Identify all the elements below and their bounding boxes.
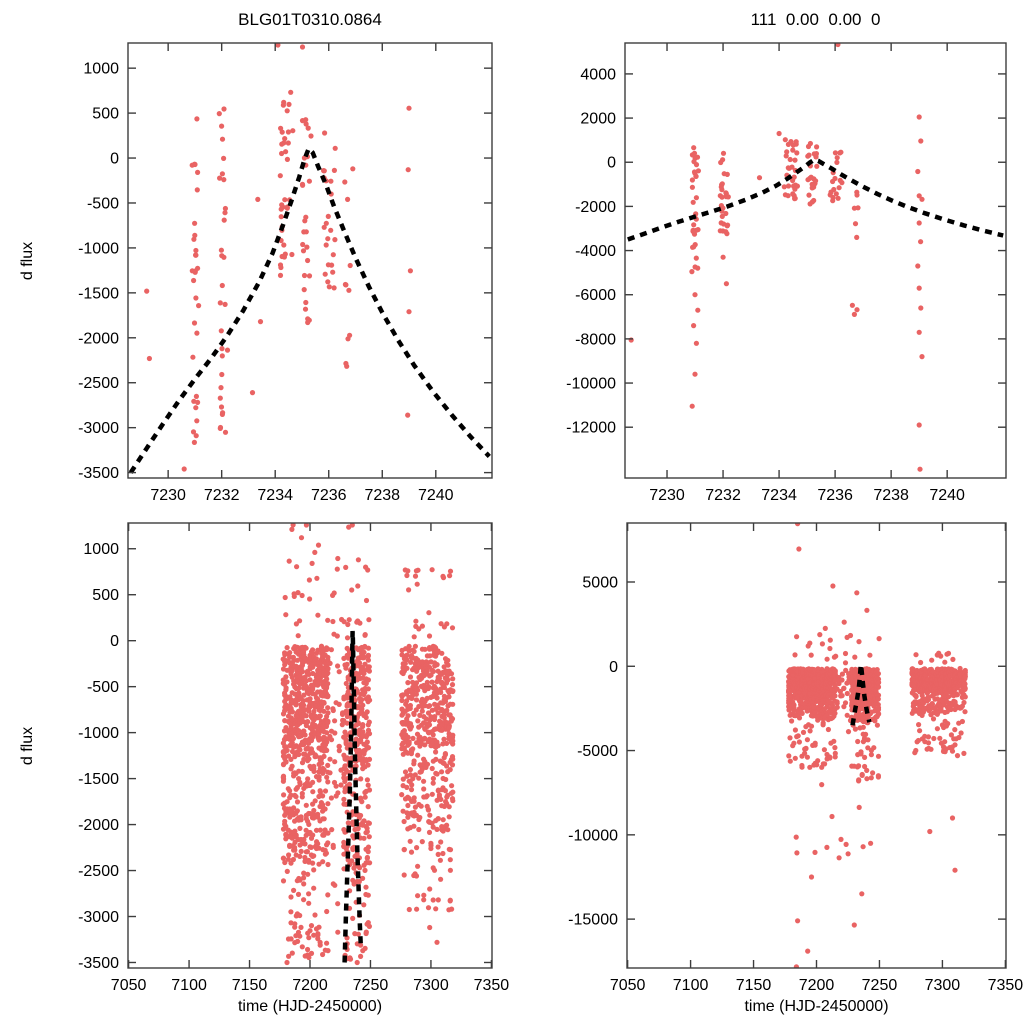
plot-area (627, 43, 1004, 472)
plot-area (786, 523, 968, 968)
x-tick-label: 7150 (736, 977, 772, 994)
y-tick-label: 500 (92, 106, 119, 123)
x-tick-label: 7232 (705, 487, 741, 504)
y-tick-label: 0 (110, 633, 119, 650)
panel-bottom-right: 7050 7100 7150 7200 7250 7300 7350 5000 0 -5000 -1… (568, 522, 1024, 994)
x-tick-label: 7232 (204, 487, 240, 504)
x-tick-label: 7350 (474, 977, 510, 994)
y-tick-label: -4000 (575, 243, 616, 260)
y-tick-label: -2000 (78, 817, 119, 834)
y-tick-label: -6000 (575, 287, 616, 304)
x-tick-label: 7238 (873, 487, 909, 504)
axis-frame (127, 42, 493, 479)
y-tick-label: 1000 (83, 61, 119, 78)
x-tick-label: 7250 (353, 977, 389, 994)
x-tick-label: 7240 (929, 487, 965, 504)
y-tick-label: -1500 (78, 771, 119, 788)
y-tick-label: -3000 (78, 420, 119, 437)
panel-title-object-id: BLG01T0310.0864 (238, 10, 382, 29)
x-tick-label: 7230 (649, 487, 685, 504)
y-tick-label: -8000 (575, 331, 616, 348)
model-curve (128, 144, 491, 474)
y-tick-label: -2500 (78, 863, 119, 880)
x-tick-label: 7300 (413, 977, 449, 994)
x-tick-label: 7230 (150, 487, 186, 504)
y-tick-label: -12000 (566, 420, 616, 437)
y-axis-label-top: d flux (19, 241, 36, 281)
y-tick-label: 0 (609, 659, 618, 676)
x-tick-label: 7238 (364, 487, 400, 504)
x-axis-label-bottom-left: time (HJD-2450000) (237, 998, 383, 1015)
x-axis-label-bottom-right: time (HJD-2450000) (744, 998, 889, 1015)
y-tick-label: -15000 (568, 912, 618, 929)
y-tick-label: -1000 (78, 725, 119, 742)
x-tick-label: 7350 (988, 977, 1024, 994)
panel-bottom-left: 7050 7100 7150 7200 7250 7300 7350 1000 500 0 -500… (78, 522, 509, 994)
y-tick-label: 5000 (582, 574, 618, 591)
x-tick-label: 7250 (862, 977, 898, 994)
y-tick-label: -3500 (78, 955, 119, 972)
x-tick-label: 7300 (925, 977, 961, 994)
y-tick-label: 500 (92, 587, 119, 604)
x-tick-label: 7150 (232, 977, 268, 994)
x-tick-label: 7240 (418, 487, 454, 504)
panel-top-right: 7230 7232 7234 7236 7238 7240 4000 2000 0 -2000 -4… (566, 42, 1007, 504)
y-tick-label: -10000 (568, 827, 618, 844)
y-tick-label: 0 (110, 151, 119, 168)
plot-area (280, 523, 456, 966)
x-tick-label: 7234 (257, 487, 293, 504)
axis-frame (624, 42, 1007, 479)
plot-area (128, 43, 491, 474)
y-tick-label: 2000 (580, 111, 616, 128)
model-curve (342, 630, 364, 963)
x-tick-label: 7050 (610, 977, 646, 994)
y-tick-label: -2000 (78, 330, 119, 347)
x-tick-label: 7200 (799, 977, 835, 994)
x-tick-label: 7100 (171, 977, 207, 994)
y-axis-label-bottom: d flux (19, 726, 36, 766)
x-tick-label: 7200 (292, 977, 328, 994)
y-tick-label: 0 (607, 155, 616, 172)
y-tick-label: 4000 (580, 66, 616, 83)
model-curve (627, 157, 1004, 242)
y-tick-label: -1500 (78, 285, 119, 302)
y-tick-label: -10000 (566, 376, 616, 393)
panel-top-left: 7230 7232 7234 7236 7238 7240 1000 500 0 -500 -100… (78, 42, 493, 504)
y-tick-label: -2000 (575, 199, 616, 216)
panel-title-fit-params: 111 0.00 0.00 0 (750, 10, 881, 29)
y-tick-label: -1000 (78, 240, 119, 257)
x-tick-label: 7236 (817, 487, 853, 504)
x-tick-label: 7100 (673, 977, 709, 994)
x-tick-label: 7234 (761, 487, 797, 504)
y-tick-label: -500 (87, 679, 119, 696)
x-tick-label: 7236 (311, 487, 347, 504)
y-tick-label: -5000 (577, 743, 618, 760)
y-tick-label: -3000 (78, 909, 119, 926)
y-tick-label: -500 (87, 195, 119, 212)
y-tick-label: -3500 (78, 465, 119, 482)
x-tick-label: 7050 (111, 977, 147, 994)
y-tick-label: -2500 (78, 375, 119, 392)
y-tick-label: 1000 (83, 541, 119, 558)
